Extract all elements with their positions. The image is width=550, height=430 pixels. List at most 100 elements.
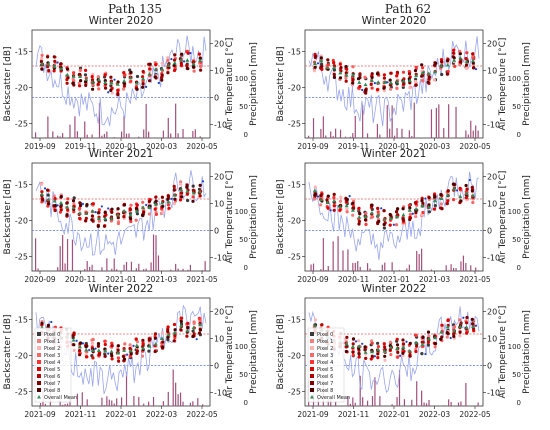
backscatter-point xyxy=(453,325,457,329)
precip-bar xyxy=(123,264,125,271)
backscatter-point xyxy=(426,343,430,347)
backscatter-point xyxy=(59,62,63,66)
mean-marker xyxy=(376,347,381,352)
backscatter-point xyxy=(401,207,405,211)
backscatter-point xyxy=(141,200,145,204)
mean-marker xyxy=(433,198,438,203)
mean-marker xyxy=(185,328,190,333)
precip-bar xyxy=(357,261,359,271)
backscatter-point xyxy=(465,187,469,191)
y-right-tick-label: 20 xyxy=(487,308,497,317)
legend-marker xyxy=(310,346,314,350)
backscatter-point xyxy=(344,349,348,354)
backscatter-point xyxy=(72,196,76,200)
legend-marker xyxy=(37,353,41,357)
precip-bar xyxy=(121,397,123,406)
precip-bar xyxy=(406,268,408,271)
backscatter-point xyxy=(83,73,88,77)
backscatter-point xyxy=(420,340,424,344)
backscatter-point xyxy=(373,355,376,358)
backscatter-point xyxy=(141,342,145,346)
y-right-tick-label: 10 xyxy=(214,200,224,209)
precip-bar xyxy=(339,129,342,138)
backscatter-point xyxy=(407,203,411,207)
backscatter-point xyxy=(383,354,387,358)
backscatter-point xyxy=(401,338,405,342)
backscatter-point xyxy=(77,81,81,85)
backscatter-point xyxy=(451,51,456,55)
precip-bar xyxy=(452,268,455,271)
y-right-tick-label: 10 xyxy=(214,335,224,344)
backscatter-point xyxy=(141,213,145,217)
mean-marker xyxy=(363,82,368,87)
y-left-tick-label: -15 xyxy=(15,181,28,190)
precip-bar xyxy=(172,369,174,406)
backscatter-point xyxy=(452,334,456,338)
mean-marker xyxy=(313,61,317,65)
backscatter-point xyxy=(370,75,374,80)
legend-marker xyxy=(37,395,41,399)
backscatter-point xyxy=(180,316,184,320)
precip-bar xyxy=(74,116,76,138)
backscatter-point xyxy=(427,196,431,200)
precip-bar xyxy=(111,400,113,406)
y-outer-tick-label: 50 xyxy=(239,236,248,244)
backscatter-point xyxy=(185,64,189,68)
backscatter-point xyxy=(192,69,196,73)
precip-bar xyxy=(391,262,393,271)
precip-bar xyxy=(347,249,349,271)
y-outer-tick-label: 50 xyxy=(512,371,521,379)
precip-bar xyxy=(66,403,69,406)
y-left-tick-label: -20 xyxy=(15,352,28,361)
precip-bar xyxy=(121,131,123,138)
backscatter-point xyxy=(173,328,177,332)
mean-marker xyxy=(357,215,362,219)
precip-bar xyxy=(462,255,464,271)
temperature-line xyxy=(35,35,207,127)
backscatter-point xyxy=(351,81,355,85)
precip-bar xyxy=(389,128,391,138)
backscatter-point xyxy=(78,341,83,345)
mean-marker xyxy=(65,72,70,77)
backscatter-point xyxy=(53,204,58,208)
backscatter-point xyxy=(148,67,152,71)
backscatter-point xyxy=(465,315,469,320)
y-outer-axis-label: Precipitation [mm] xyxy=(522,42,532,126)
backscatter-point xyxy=(179,319,183,323)
backscatter-point xyxy=(439,193,443,197)
backscatter-point xyxy=(388,78,392,82)
backscatter-point xyxy=(173,333,177,338)
mean-marker xyxy=(471,193,475,197)
backscatter-point xyxy=(332,204,336,208)
precip-bar xyxy=(472,130,474,138)
backscatter-point xyxy=(382,89,386,93)
backscatter-point xyxy=(376,206,380,210)
precip-bar xyxy=(467,134,469,138)
mean-marker xyxy=(115,82,120,86)
backscatter-point xyxy=(153,75,157,79)
precip-bar xyxy=(445,265,447,271)
precip-bar xyxy=(81,392,83,406)
backscatter-point xyxy=(84,216,88,220)
backscatter-point xyxy=(100,205,103,208)
backscatter-point xyxy=(172,202,176,206)
backscatter-point xyxy=(344,79,348,83)
x-tick-label: 2021-01 xyxy=(378,275,410,284)
backscatter-point xyxy=(440,72,444,77)
backscatter-point xyxy=(382,86,386,90)
backscatter-point xyxy=(91,356,95,360)
backscatter-point xyxy=(369,357,373,361)
precip-bar xyxy=(330,131,332,138)
precip-bar xyxy=(413,102,415,138)
backscatter-point xyxy=(320,323,324,327)
mean-marker xyxy=(452,328,457,333)
backscatter-point xyxy=(59,195,63,199)
backscatter-point xyxy=(179,180,183,184)
x-tick-label: 2019-09 xyxy=(297,142,329,151)
backscatter-point xyxy=(407,72,412,76)
precip-bar xyxy=(349,136,351,138)
precip-bar xyxy=(342,250,344,271)
backscatter-point xyxy=(72,348,76,353)
backscatter-point xyxy=(376,210,380,214)
